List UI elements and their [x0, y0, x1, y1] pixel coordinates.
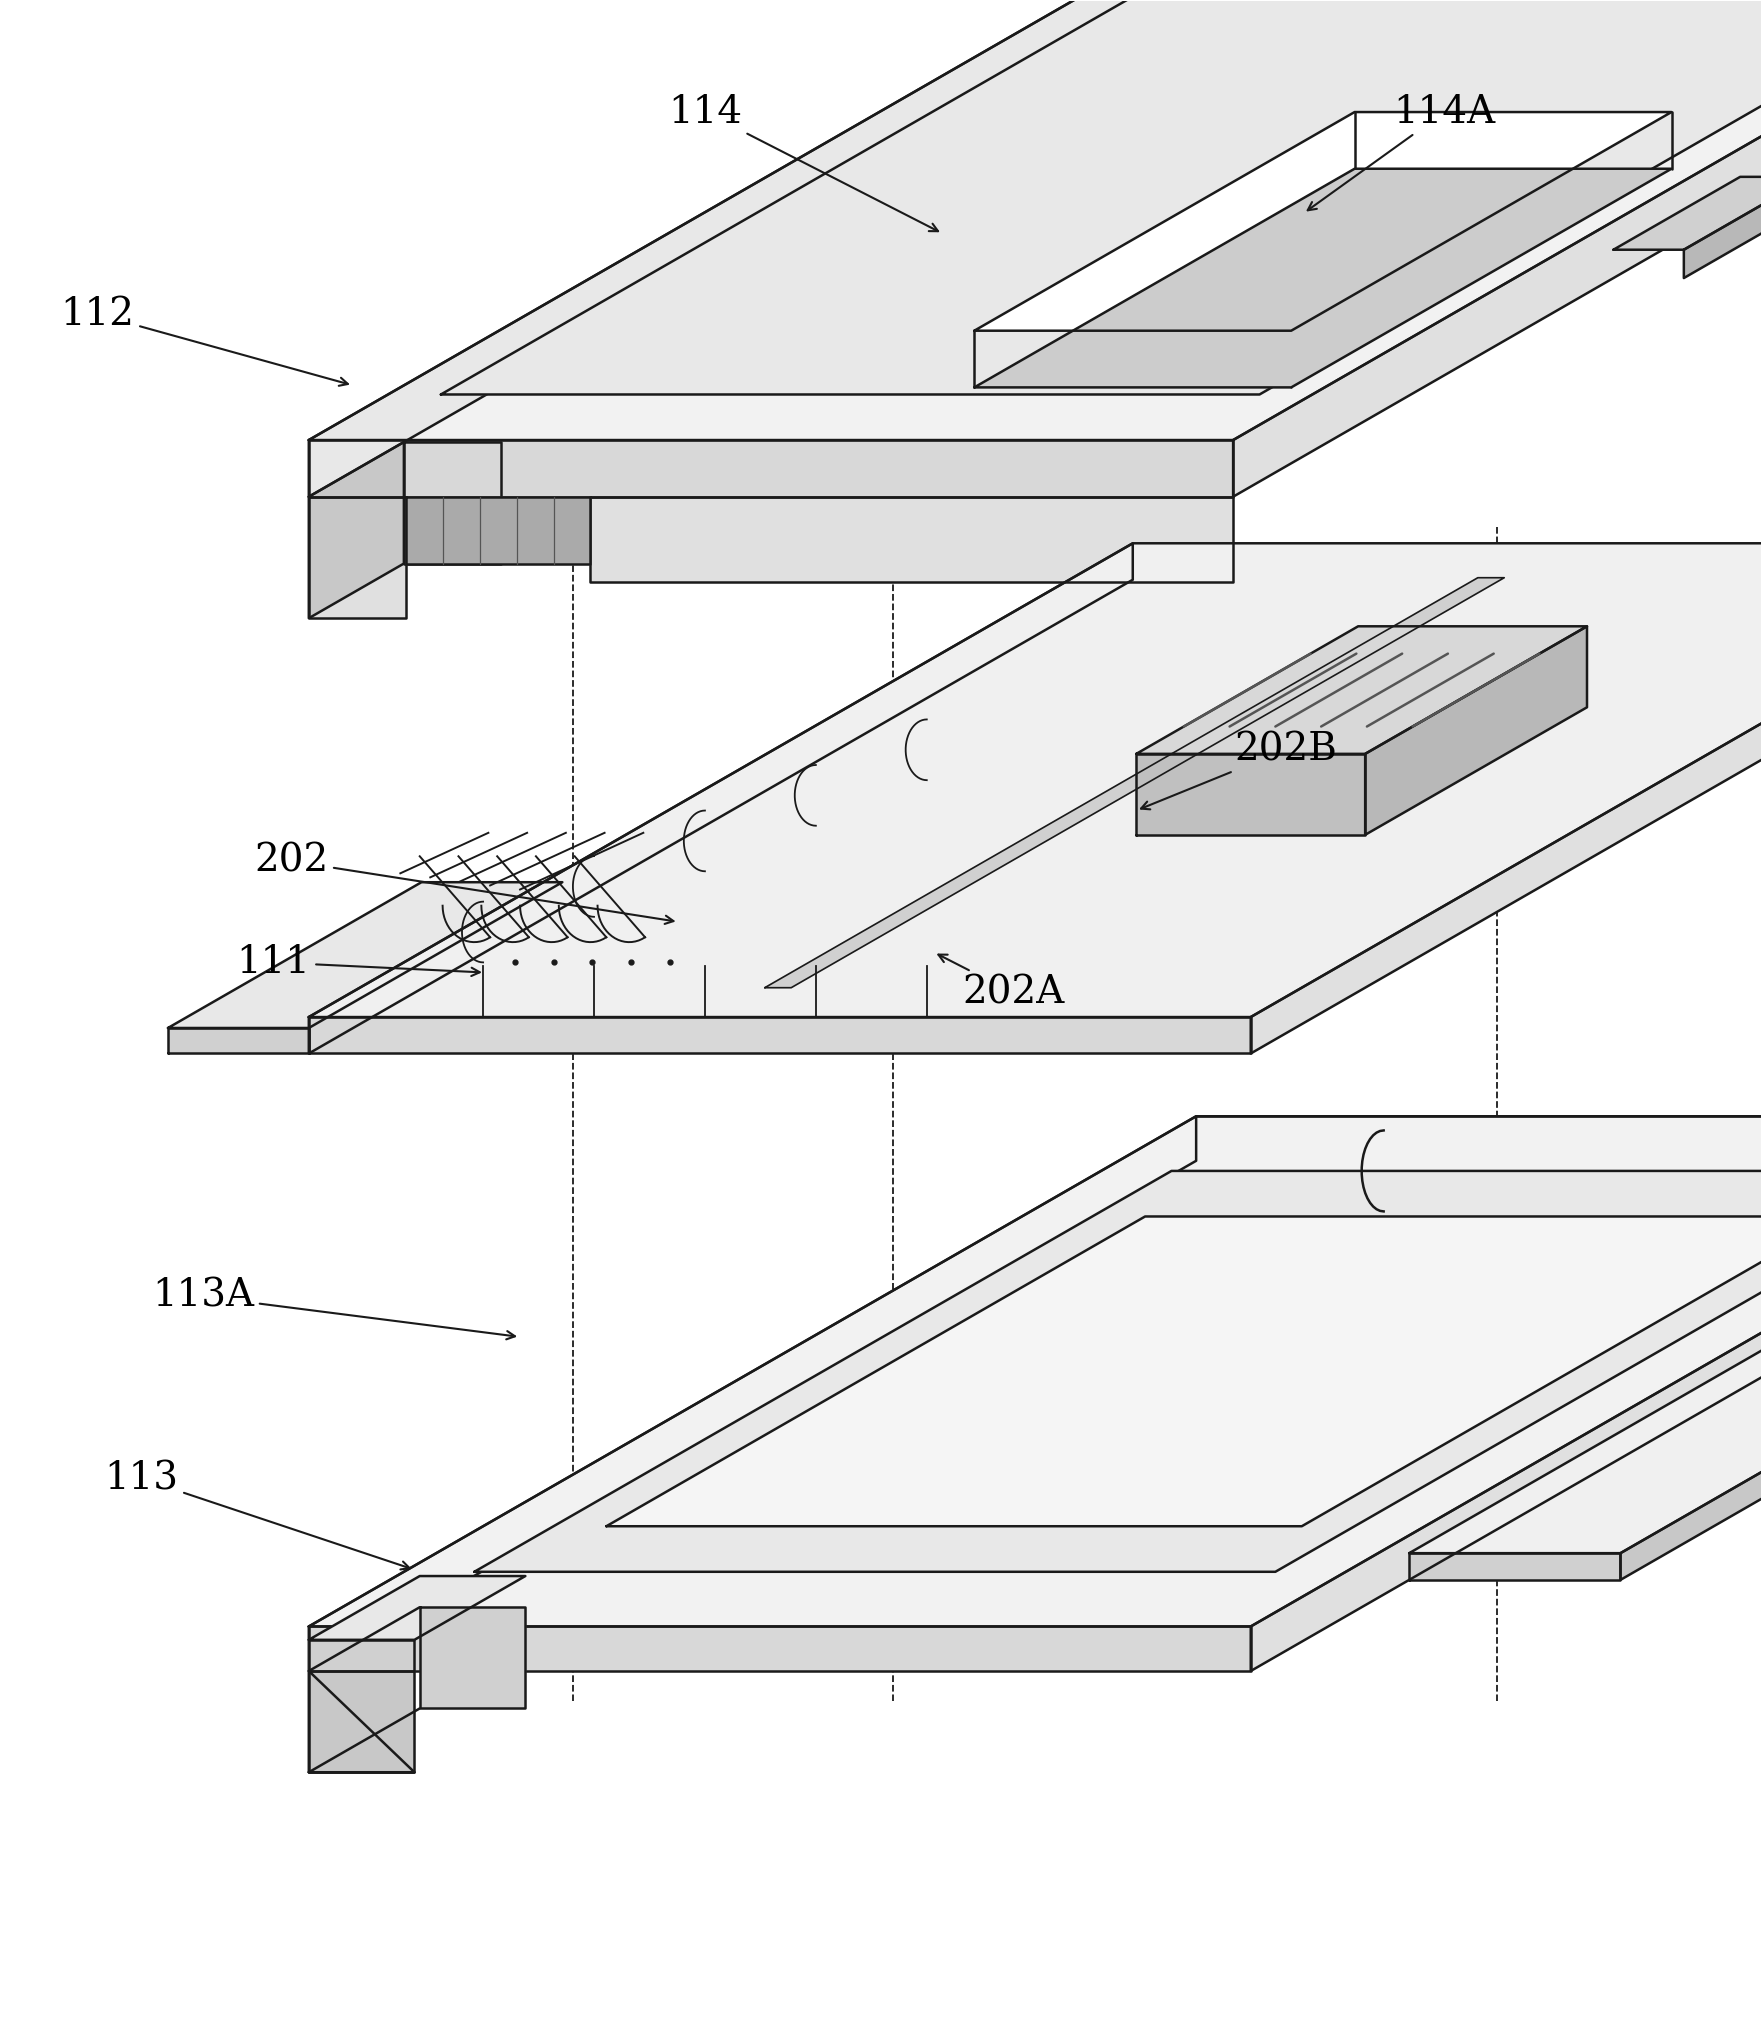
- Text: 202A: 202A: [939, 954, 1064, 1011]
- Polygon shape: [167, 881, 562, 1027]
- Polygon shape: [308, 1671, 414, 1773]
- Polygon shape: [1233, 0, 1762, 496]
- Polygon shape: [1136, 626, 1588, 754]
- Text: 111: 111: [236, 944, 479, 981]
- Polygon shape: [974, 168, 1672, 387]
- Polygon shape: [1251, 543, 1762, 1054]
- Polygon shape: [1410, 1244, 1762, 1554]
- Text: 202B: 202B: [1142, 731, 1337, 808]
- Polygon shape: [308, 0, 1762, 440]
- Polygon shape: [308, 1116, 1762, 1627]
- Polygon shape: [308, 1017, 1251, 1054]
- Polygon shape: [167, 1027, 308, 1054]
- Polygon shape: [974, 111, 1672, 330]
- Polygon shape: [440, 0, 1762, 395]
- Text: 114: 114: [668, 93, 937, 231]
- Text: 112: 112: [60, 296, 347, 385]
- Polygon shape: [419, 1607, 525, 1708]
- Polygon shape: [1251, 1116, 1762, 1671]
- Polygon shape: [308, 1627, 1251, 1671]
- Polygon shape: [308, 1671, 414, 1773]
- Polygon shape: [1684, 176, 1762, 278]
- Text: 114A: 114A: [1307, 93, 1496, 211]
- Polygon shape: [1410, 1554, 1621, 1580]
- Polygon shape: [308, 1576, 525, 1639]
- Polygon shape: [765, 577, 1505, 989]
- Polygon shape: [308, 440, 1233, 496]
- Polygon shape: [308, 496, 405, 618]
- Polygon shape: [308, 442, 403, 618]
- Polygon shape: [403, 442, 500, 563]
- Polygon shape: [308, 1639, 414, 1671]
- Polygon shape: [590, 496, 1233, 581]
- Polygon shape: [405, 496, 590, 563]
- Text: 113A: 113A: [152, 1278, 515, 1339]
- Polygon shape: [1621, 1244, 1762, 1580]
- Text: 113: 113: [104, 1461, 409, 1570]
- Polygon shape: [1366, 626, 1588, 835]
- Polygon shape: [308, 543, 1762, 1017]
- Text: 202: 202: [254, 843, 673, 924]
- Polygon shape: [308, 0, 1196, 496]
- Polygon shape: [474, 1171, 1762, 1572]
- Polygon shape: [1614, 176, 1762, 249]
- Polygon shape: [1136, 754, 1366, 835]
- Polygon shape: [606, 1216, 1762, 1526]
- Polygon shape: [308, 543, 1133, 1054]
- Polygon shape: [308, 1116, 1196, 1671]
